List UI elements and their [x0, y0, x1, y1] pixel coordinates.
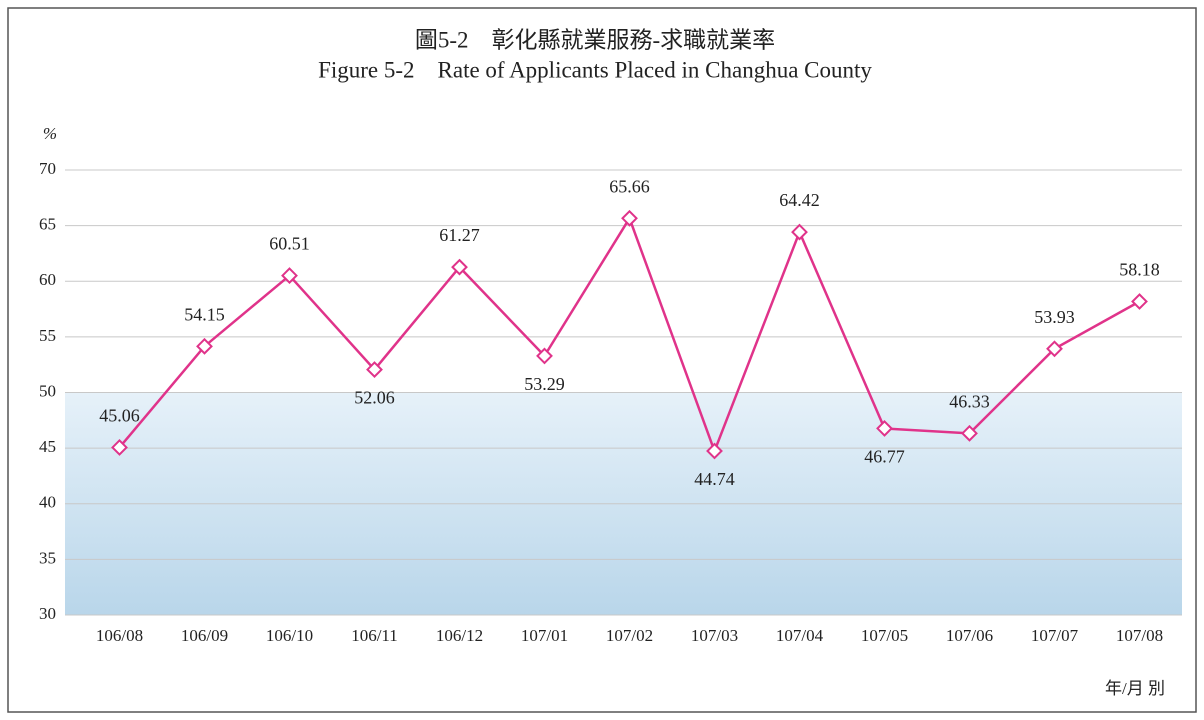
marker [876, 420, 893, 437]
y-tick-label: 50 [39, 381, 56, 400]
value-label: 58.18 [1119, 260, 1160, 280]
x-tick-label: 107/05 [861, 626, 908, 645]
marker [451, 258, 468, 276]
x-tick-label: 107/06 [946, 626, 993, 645]
value-label: 46.33 [949, 391, 990, 411]
value-label: 60.51 [269, 234, 310, 254]
x-tick-label: 107/07 [1031, 626, 1079, 645]
y-tick-label: 45 [39, 437, 56, 456]
x-tick-label: 106/09 [181, 626, 228, 645]
marker [961, 424, 978, 442]
marker [1131, 293, 1148, 310]
y-axis-label: % [43, 124, 57, 143]
x-tick-label: 106/12 [436, 626, 483, 645]
x-axis-label: 年/月 別 [1105, 679, 1165, 698]
value-label: 65.66 [609, 176, 650, 196]
x-tick-label: 107/02 [606, 626, 653, 645]
marker [111, 439, 128, 456]
value-label: 44.74 [694, 469, 735, 489]
value-label: 64.42 [779, 190, 820, 210]
x-tick-label: 107/03 [691, 626, 738, 645]
value-label: 46.77 [864, 447, 905, 467]
y-tick-label: 30 [39, 604, 56, 623]
marker [621, 209, 638, 227]
chart-subtitle: Figure 5-2 Rate of Applicants Placed in … [318, 57, 872, 82]
y-tick-label: 35 [39, 548, 56, 567]
chart-title: 圖5-2 彰化縣就業服務-求職就業率 [415, 27, 775, 52]
x-tick-label: 106/10 [266, 626, 313, 645]
value-label: 53.29 [524, 374, 565, 394]
y-tick-label: 60 [39, 270, 56, 289]
x-tick-label: 106/11 [351, 626, 398, 645]
marker [706, 442, 723, 460]
value-label: 52.06 [354, 388, 395, 408]
marker [791, 223, 808, 241]
x-tick-label: 107/01 [521, 626, 568, 645]
value-label: 61.27 [439, 225, 480, 245]
marker [366, 361, 383, 378]
marker [536, 347, 553, 365]
marker [281, 267, 298, 284]
marker [196, 337, 213, 355]
y-tick-label: 40 [39, 493, 56, 512]
value-label: 45.06 [99, 406, 140, 426]
x-tick-label: 107/08 [1116, 626, 1163, 645]
marker [1046, 340, 1063, 358]
value-label: 53.93 [1034, 307, 1075, 327]
y-tick-label: 70 [39, 159, 56, 178]
x-tick-label: 107/04 [776, 626, 824, 645]
x-tick-label: 106/08 [96, 626, 143, 645]
y-tick-label: 65 [39, 215, 56, 234]
y-tick-label: 55 [39, 326, 56, 345]
value-label: 54.15 [184, 304, 225, 324]
